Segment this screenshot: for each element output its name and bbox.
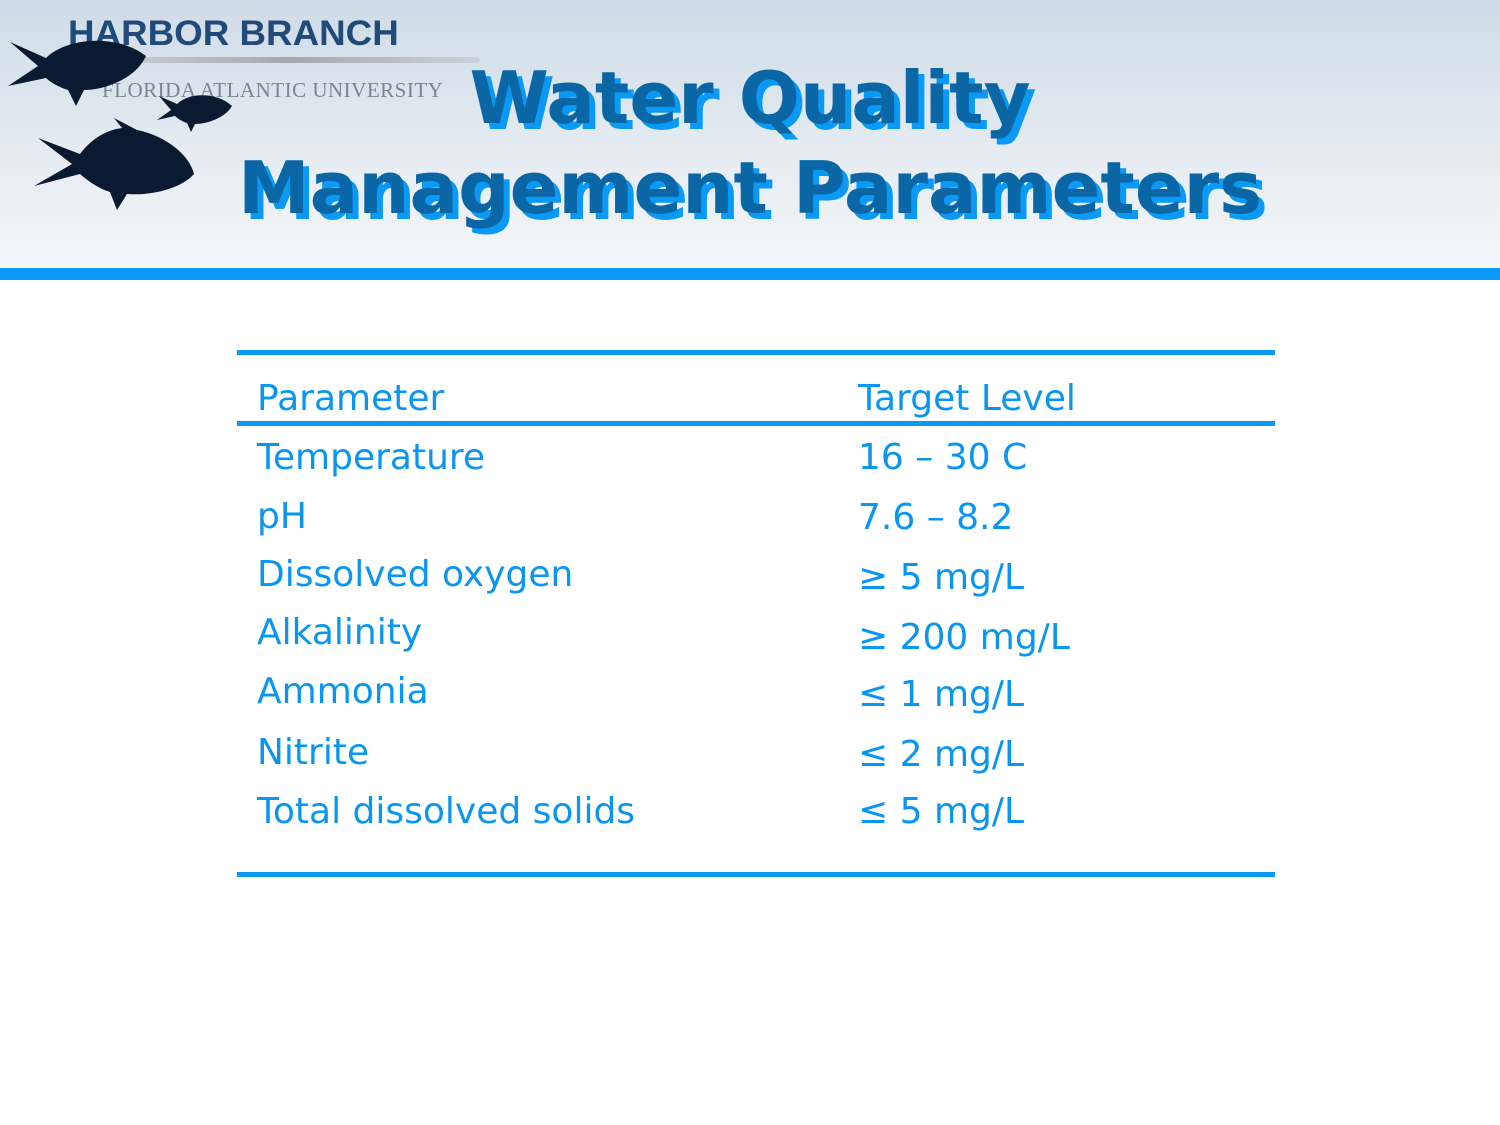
parameter-cell: Total dissolved solids	[257, 791, 636, 832]
fish-icon	[8, 40, 146, 106]
target-level-cell: ≤ 5 mg/L	[858, 791, 1025, 832]
parameter-cell: Dissolved oxygen	[257, 554, 574, 595]
table-top-rule	[237, 350, 1275, 355]
parameter-cell: Alkalinity	[257, 612, 423, 653]
table-header-rule	[237, 421, 1275, 426]
table-bottom-rule	[237, 872, 1275, 877]
target-level-cell: 7.6 – 8.2	[858, 497, 1014, 538]
parameter-cell: Ammonia	[257, 671, 429, 712]
parameter-cell: pH	[257, 496, 307, 537]
target-level-cell: ≥ 200 mg/L	[858, 617, 1070, 658]
slide-header: HARBOR BRANCH FLORIDA ATLANTIC UNIVERSIT…	[0, 0, 1500, 268]
column-header-target-level: Target Level	[858, 378, 1076, 419]
header-divider-bar	[0, 268, 1500, 280]
fish-icon	[34, 118, 194, 210]
logo-wave	[100, 57, 480, 63]
slide-title-line2: Management Parameters	[237, 146, 1263, 230]
target-level-cell: ≤ 1 mg/L	[858, 674, 1025, 715]
parameter-cell: Nitrite	[257, 732, 370, 773]
slide-title-line1: Water Quality	[469, 56, 1031, 140]
parameter-cell: Temperature	[257, 437, 486, 478]
column-header-parameter: Parameter	[257, 378, 445, 419]
target-level-cell: ≥ 5 mg/L	[858, 557, 1025, 598]
target-level-cell: 16 – 30 C	[858, 437, 1028, 478]
fish-icon	[157, 95, 232, 132]
target-level-cell: ≤ 2 mg/L	[858, 734, 1025, 775]
logo-subtitle: FLORIDA ATLANTIC UNIVERSITY	[102, 78, 444, 102]
